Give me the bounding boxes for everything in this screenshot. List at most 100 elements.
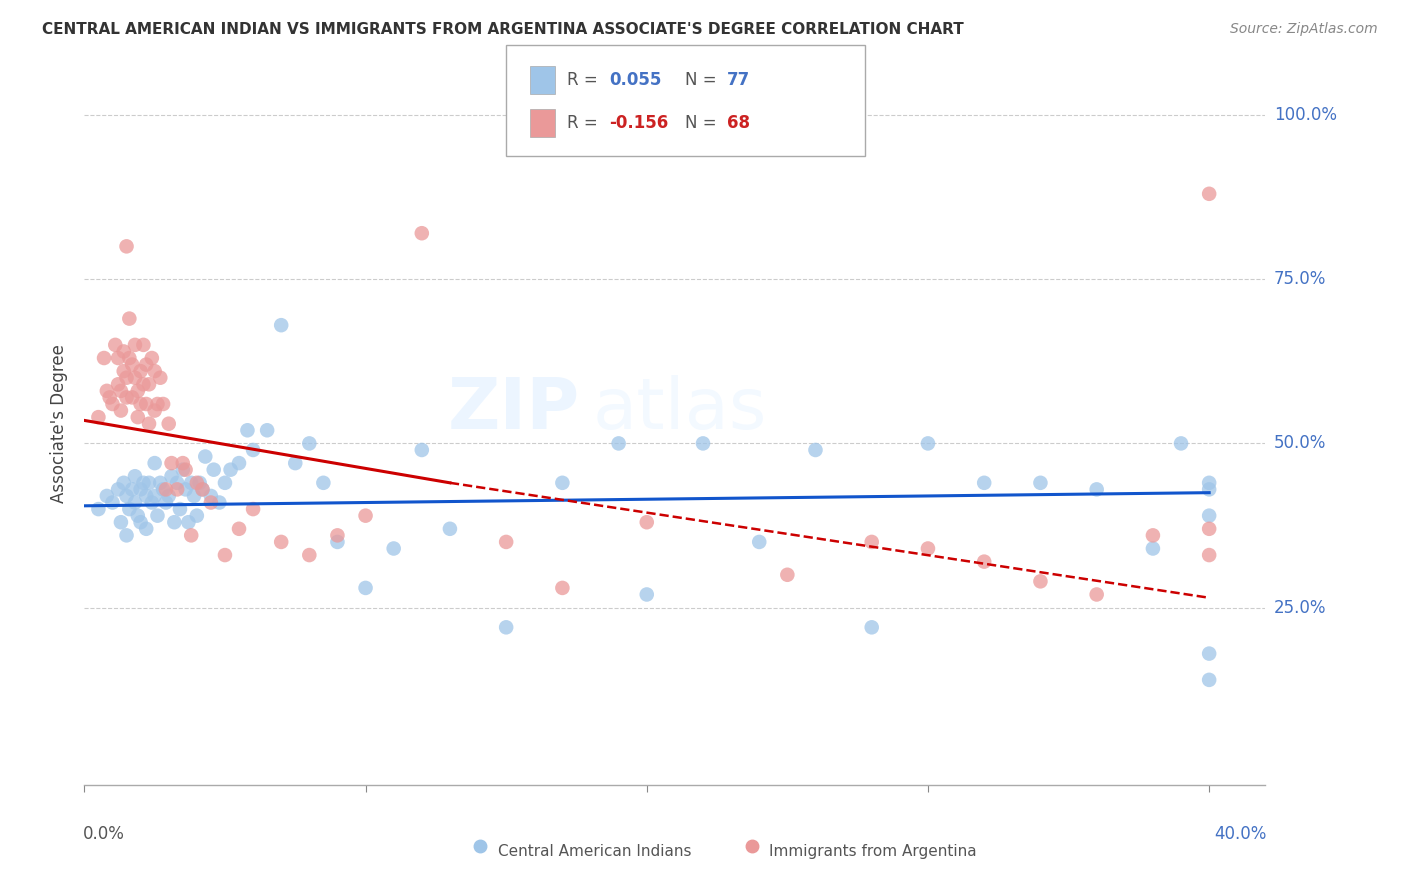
Point (692, 436, 714, 450)
Point (326, 528, 349, 542)
Point (127, 384, 149, 398)
Point (127, 508, 149, 523)
Point (129, 397, 152, 411)
Point (112, 475, 135, 490)
Point (160, 456, 183, 470)
Point (1085, 587, 1108, 601)
Point (155, 495, 177, 509)
Point (1085, 483, 1108, 497)
Point (973, 555, 995, 569)
Point (242, 502, 264, 516)
Point (138, 417, 160, 431)
Point (1198, 647, 1220, 661)
Point (96, 489, 118, 503)
Point (270, 535, 292, 549)
Text: 77: 77 (727, 70, 751, 89)
Text: 0.0%: 0.0% (83, 825, 125, 843)
Text: ZIP: ZIP (449, 375, 581, 443)
Point (143, 456, 166, 470)
Point (96, 384, 118, 398)
Point (146, 508, 169, 523)
Text: Immigrants from Argentina: Immigrants from Argentina (769, 844, 977, 859)
Point (1198, 186, 1220, 201)
Point (174, 463, 197, 477)
Point (166, 475, 188, 490)
Point (270, 318, 292, 333)
Point (129, 515, 152, 529)
Point (129, 483, 152, 497)
Point (160, 469, 183, 483)
Point (1029, 475, 1052, 490)
Point (132, 377, 155, 392)
Point (172, 463, 194, 477)
Point (354, 581, 377, 595)
Point (186, 508, 208, 523)
Point (107, 351, 129, 365)
Point (180, 475, 202, 490)
Point (382, 541, 405, 556)
Text: 75.0%: 75.0% (1274, 270, 1326, 288)
Point (208, 495, 231, 509)
Point (157, 417, 180, 431)
Point (214, 548, 236, 562)
Point (1029, 574, 1052, 589)
Point (118, 502, 141, 516)
Point (110, 384, 132, 398)
Point (141, 495, 163, 509)
Point (636, 587, 658, 601)
Point (118, 311, 141, 326)
Point (118, 351, 141, 365)
Text: R =: R = (567, 114, 603, 132)
Point (157, 489, 180, 503)
Point (143, 364, 166, 378)
Point (129, 364, 152, 378)
Text: -0.156: -0.156 (609, 114, 668, 132)
Point (1142, 528, 1164, 542)
Point (174, 483, 197, 497)
Point (191, 483, 214, 497)
Point (284, 456, 307, 470)
Point (138, 475, 160, 490)
Point (107, 377, 129, 392)
Point (115, 239, 138, 253)
Point (860, 620, 883, 634)
Text: 68: 68 (727, 114, 749, 132)
Point (87, 410, 110, 425)
Point (326, 535, 349, 549)
Point (101, 397, 124, 411)
Point (180, 528, 202, 542)
Point (191, 483, 214, 497)
Point (115, 370, 138, 384)
Point (256, 423, 278, 437)
Point (228, 522, 250, 536)
Point (87, 502, 110, 516)
Point (127, 410, 149, 425)
Point (110, 403, 132, 417)
Point (495, 535, 517, 549)
Point (132, 338, 155, 352)
Point (98, 391, 121, 405)
Point (135, 397, 157, 411)
Point (166, 483, 188, 497)
Point (135, 489, 157, 503)
Point (804, 442, 827, 457)
Point (298, 548, 321, 562)
Point (411, 226, 433, 240)
Point (110, 515, 132, 529)
Point (495, 620, 517, 634)
Point (354, 508, 377, 523)
Point (228, 456, 250, 470)
Point (202, 463, 225, 477)
Point (163, 515, 186, 529)
Text: 40.0%: 40.0% (1215, 825, 1267, 843)
Point (214, 475, 236, 490)
Point (155, 483, 177, 497)
Point (917, 436, 939, 450)
Point (124, 338, 146, 352)
Point (115, 528, 138, 542)
Point (242, 442, 264, 457)
Text: atlas: atlas (592, 375, 766, 443)
Point (219, 463, 242, 477)
Text: R =: R = (567, 70, 603, 89)
Point (194, 450, 217, 464)
